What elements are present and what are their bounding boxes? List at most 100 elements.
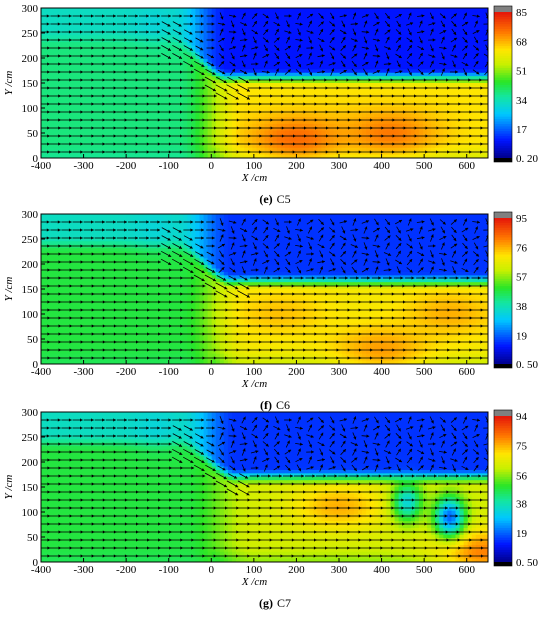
field-cell bbox=[439, 121, 444, 125]
field-cell bbox=[309, 114, 314, 118]
field-cell bbox=[407, 49, 412, 53]
field-cell bbox=[443, 11, 448, 15]
field-cell bbox=[208, 42, 213, 46]
field-cell bbox=[171, 121, 176, 125]
field-cell bbox=[403, 15, 408, 19]
field-cell bbox=[252, 121, 257, 125]
field-cell bbox=[382, 90, 387, 94]
field-cell bbox=[69, 97, 74, 101]
field-cell bbox=[358, 32, 363, 36]
field-cell bbox=[86, 97, 91, 101]
field-cell bbox=[191, 35, 196, 39]
field-cell bbox=[354, 121, 359, 125]
field-cell bbox=[74, 11, 79, 15]
field-cell bbox=[346, 32, 351, 36]
field-cell bbox=[57, 114, 62, 118]
field-cell bbox=[171, 56, 176, 60]
field-cell bbox=[427, 107, 432, 111]
field-cell bbox=[86, 131, 91, 135]
field-cell bbox=[179, 66, 184, 70]
field-cell bbox=[252, 66, 257, 70]
field-cell bbox=[106, 15, 111, 19]
field-cell bbox=[86, 39, 91, 43]
field-cell bbox=[480, 15, 485, 19]
field-cell bbox=[256, 97, 261, 101]
field-cell bbox=[443, 8, 448, 12]
field-cell bbox=[114, 11, 119, 15]
field-cell bbox=[366, 107, 371, 111]
field-cell bbox=[423, 107, 428, 111]
field-cell bbox=[260, 90, 265, 94]
field-cell bbox=[354, 124, 359, 128]
field-cell bbox=[252, 76, 257, 80]
field-cell bbox=[468, 97, 473, 101]
field-cell bbox=[82, 46, 87, 50]
field-cell bbox=[480, 32, 485, 36]
field-cell bbox=[98, 8, 103, 12]
field-cell bbox=[118, 114, 123, 118]
field-cell bbox=[460, 83, 465, 87]
field-cell bbox=[366, 8, 371, 12]
field-cell bbox=[155, 18, 160, 22]
field-cell bbox=[228, 97, 233, 101]
field-cell bbox=[260, 86, 265, 90]
field-cell bbox=[431, 83, 436, 87]
field-cell bbox=[61, 107, 66, 111]
field-cell bbox=[49, 49, 54, 53]
field-cell bbox=[41, 114, 46, 118]
field-cell bbox=[224, 56, 229, 60]
field-cell bbox=[183, 69, 188, 73]
field-cell bbox=[134, 90, 139, 94]
field-cell bbox=[342, 90, 347, 94]
field-cell bbox=[143, 59, 148, 63]
field-cell bbox=[273, 76, 278, 80]
field-cell bbox=[159, 69, 164, 73]
field-cell bbox=[224, 76, 229, 80]
field-cell bbox=[293, 52, 298, 56]
field-cell bbox=[183, 56, 188, 60]
field-cell bbox=[179, 52, 184, 56]
field-cell bbox=[427, 83, 432, 87]
field-cell bbox=[472, 117, 477, 121]
field-cell bbox=[224, 15, 229, 19]
field-cell bbox=[179, 35, 184, 39]
field-cell bbox=[403, 28, 408, 32]
field-cell bbox=[130, 93, 135, 97]
field-cell bbox=[399, 124, 404, 128]
field-cell bbox=[86, 35, 91, 39]
field-cell bbox=[256, 90, 261, 94]
field-cell bbox=[476, 97, 481, 101]
field-cell bbox=[244, 144, 249, 148]
field-cell bbox=[191, 90, 196, 94]
field-cell bbox=[334, 18, 339, 22]
field-cell bbox=[74, 59, 79, 63]
field-cell bbox=[423, 52, 428, 56]
field-cell bbox=[126, 39, 131, 43]
field-cell bbox=[358, 52, 363, 56]
field-cell bbox=[289, 52, 294, 56]
field-cell bbox=[94, 69, 99, 73]
field-cell bbox=[82, 121, 87, 125]
field-cell bbox=[419, 42, 424, 46]
field-cell bbox=[297, 66, 302, 70]
field-cell bbox=[439, 144, 444, 148]
field-cell bbox=[171, 76, 176, 80]
field-cell bbox=[171, 15, 176, 19]
field-cell bbox=[151, 117, 156, 121]
field-cell bbox=[415, 11, 420, 15]
field-cell bbox=[240, 35, 245, 39]
field-cell bbox=[395, 97, 400, 101]
field-cell bbox=[126, 76, 131, 80]
field-cell bbox=[53, 144, 58, 148]
field-cell bbox=[122, 18, 127, 22]
field-cell bbox=[82, 18, 87, 22]
field-cell bbox=[204, 35, 209, 39]
field-cell bbox=[386, 148, 391, 152]
field-cell bbox=[260, 22, 265, 26]
field-cell bbox=[122, 49, 127, 53]
field-cell bbox=[216, 80, 221, 84]
field-cell bbox=[191, 114, 196, 118]
field-cell bbox=[118, 42, 123, 46]
field-cell bbox=[252, 59, 257, 63]
field-cell bbox=[199, 42, 204, 46]
